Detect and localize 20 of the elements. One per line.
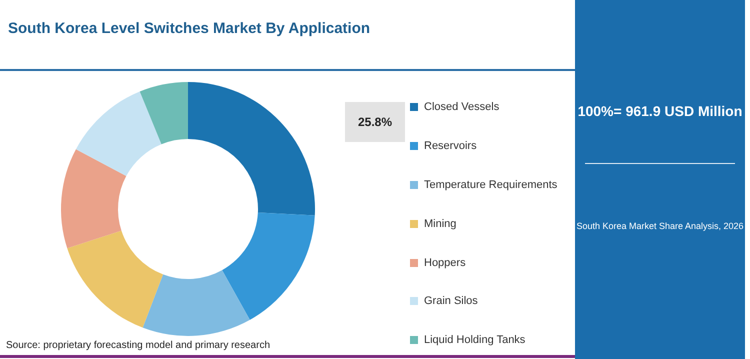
- source-note: Source: proprietary forecasting model and primary research: [6, 340, 270, 351]
- donut-slice: [76, 92, 162, 176]
- chart-title: South Korea Level Switches Market By Application: [8, 20, 370, 37]
- donut-slice: [67, 230, 164, 328]
- legend-label: Closed Vessels: [423, 100, 500, 116]
- text: 100%= 961.9 USD Million: [576, 102, 744, 121]
- legend-label: Reservoirs: [423, 139, 478, 154]
- legend-label: Hoppers: [423, 256, 467, 271]
- donut-slice: [140, 82, 188, 144]
- legend-label: Liquid Holding Tanks: [423, 333, 526, 348]
- label-box: 25.8%: [345, 102, 405, 142]
- legend-label: Temperature Requirements: [423, 178, 558, 193]
- donut-slice: [188, 82, 315, 216]
- text: South Korea Market Share Analysis, 2026: [575, 221, 745, 231]
- legend-label: Grain Silos: [423, 294, 479, 310]
- legend-label: Mining: [423, 216, 458, 232]
- donut-slice: [61, 149, 126, 248]
- donut-slice: [222, 212, 315, 320]
- data-label: 25.8%: [358, 115, 392, 129]
- donut-slice: [142, 270, 250, 336]
